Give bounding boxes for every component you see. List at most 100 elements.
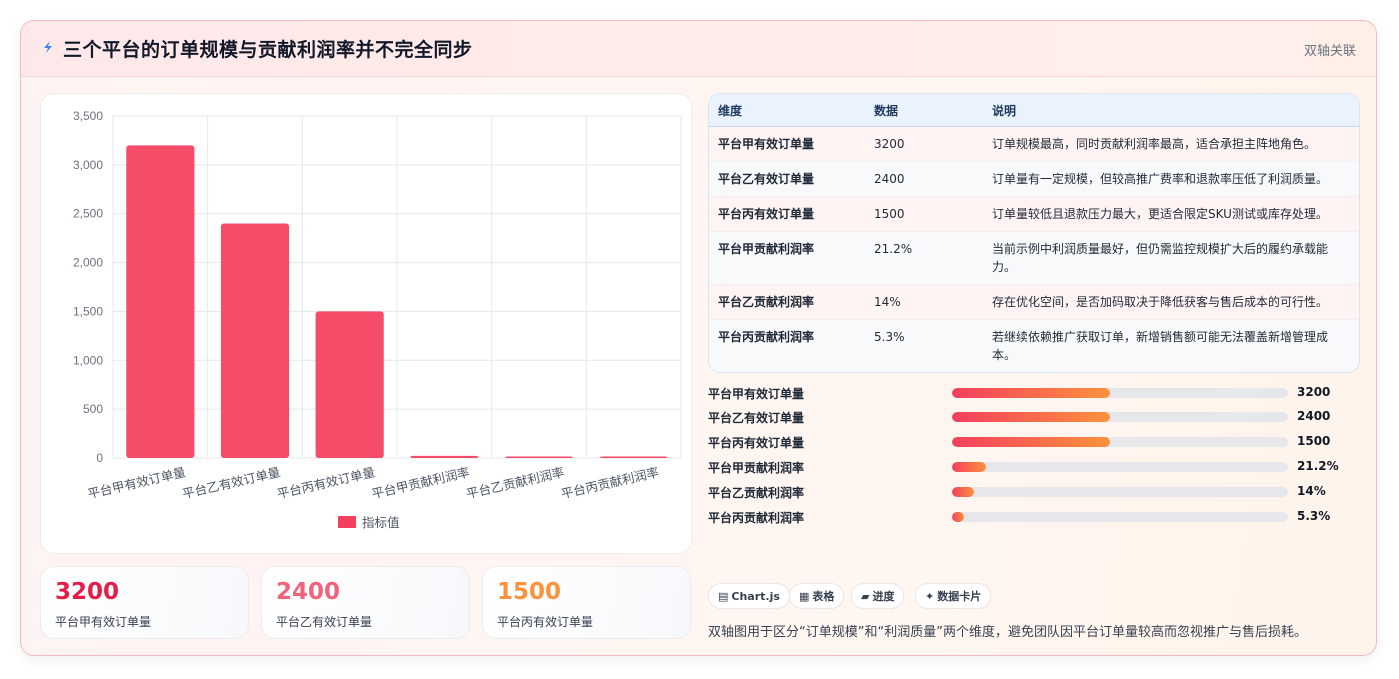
bar — [126, 145, 195, 459]
x-tick-label: 平台乙有效订单量 — [181, 464, 282, 501]
bar — [410, 455, 479, 458]
kpi-value: 2400 — [276, 579, 341, 605]
y-tick-label: 2,500 — [73, 207, 103, 221]
chip-table[interactable]: ▦ 表格 — [789, 583, 845, 609]
chip-data-card[interactable]: ✦ 数据卡片 — [915, 583, 992, 609]
bar — [315, 311, 384, 458]
table-cell-dimension: 平台乙有效订单量 — [709, 161, 865, 197]
progress-icon: ▰ — [861, 590, 870, 603]
bar — [599, 456, 668, 458]
chip-label: 表格 — [812, 590, 835, 603]
x-tick-label: 平台丙有效订单量 — [276, 464, 377, 501]
progress-value: 1500 — [1297, 434, 1331, 448]
chip-label: 进度 — [872, 590, 895, 603]
kpi-card-3: 1500 平台丙有效订单量 — [482, 566, 691, 639]
progress-value: 2400 — [1297, 409, 1331, 423]
kpi-label: 平台丙有效订单量 — [497, 615, 594, 629]
progress-track — [952, 512, 1288, 522]
data-table: 维度 数据 说明 平台甲有效订单量 3200 订单规模最高，同时贡献利润率最高，… — [709, 94, 1359, 372]
y-tick-label: 1,500 — [73, 304, 103, 318]
x-tick-label: 平台甲有效订单量 — [86, 464, 187, 501]
chart-icon: ▤ — [718, 590, 729, 603]
kpi-card-1: 3200 平台甲有效订单量 — [40, 566, 249, 639]
data-table-panel: 维度 数据 说明 平台甲有效订单量 3200 订单规模最高，同时贡献利润率最高，… — [708, 93, 1360, 373]
chip-progress[interactable]: ▰ 进度 — [851, 583, 905, 609]
dashboard-card: 三个平台的订单规模与贡献利润率并不完全同步 双轴关联 0 500 1,000 1,50… — [20, 20, 1377, 656]
bar — [220, 223, 290, 458]
bar — [504, 456, 574, 458]
table-cell-value: 14% — [865, 284, 983, 320]
progress-fill — [952, 487, 974, 497]
y-tick-label: 2,000 — [73, 256, 103, 270]
progress-label: 平台乙有效订单量 — [708, 411, 805, 425]
table-header-value: 数据 — [865, 94, 983, 127]
chip-chartjs[interactable]: ▤ Chart.js — [708, 583, 790, 609]
table-cell-note: 当前示例中利润质量最好，但仍需监控规模扩大后的履约承载能力。 — [983, 231, 1359, 285]
y-tick-label: 1,000 — [73, 353, 103, 367]
kpi-card-2: 2400 平台乙有效订单量 — [261, 566, 470, 639]
table-cell-note: 若继续依赖推广获取订单，新增销售额可能无法覆盖新增管理成本。 — [983, 319, 1359, 372]
x-tick-label: 平台丙贡献利润率 — [560, 464, 661, 501]
y-tick-label: 0 — [96, 451, 103, 465]
card-header: 三个平台的订单规模与贡献利润率并不完全同步 双轴关联 — [21, 21, 1376, 77]
progress-fill — [952, 512, 964, 522]
table-cell-value: 3200 — [865, 126, 983, 162]
progress-track — [952, 437, 1288, 447]
bar-chart-panel: 0 500 1,000 1,500 2,000 2,500 3,000 3,500 平台甲有效订… — [40, 93, 692, 554]
progress-value: 5.3% — [1297, 509, 1331, 523]
table-cell-note: 订单规模最高，同时贡献利润率最高，适合承担主阵地角色。 — [983, 126, 1359, 162]
progress-label: 平台丙贡献利润率 — [708, 511, 805, 525]
sparkle-icon: ✦ — [925, 590, 935, 603]
y-tick-label: 3,000 — [73, 158, 103, 172]
table-cell-value: 2400 — [865, 161, 983, 197]
kpi-value: 1500 — [497, 579, 562, 605]
progress-row: 平台丙贡献利润率 5.3% — [708, 508, 1360, 528]
footer-note: 双轴图用于区分“订单规模”和“利润质量”两个维度，避免团队因平台订单量较高而忽视… — [708, 625, 1307, 640]
legend-swatch — [338, 516, 356, 528]
table-cell-dimension: 平台丙贡献利润率 — [709, 319, 865, 372]
chart-mode-tag: 双轴关联 — [1303, 44, 1356, 59]
table-header-dimension: 维度 — [709, 94, 865, 127]
progress-list: 平台甲有效订单量 3200 平台乙有效订单量 2400 平台丙有效订单量 150… — [708, 384, 1360, 544]
progress-fill — [952, 412, 1110, 422]
legend-label: 指标值 — [362, 515, 400, 530]
progress-value: 21.2% — [1297, 459, 1339, 473]
x-tick-label: 平台甲贡献利润率 — [370, 464, 471, 501]
lightning-icon — [44, 41, 52, 53]
progress-label: 平台丙有效订单量 — [708, 436, 805, 450]
progress-label: 平台甲贡献利润率 — [708, 461, 805, 475]
table-cell-dimension: 平台乙贡献利润率 — [709, 284, 865, 320]
chip-label: Chart.js — [731, 590, 780, 603]
progress-fill — [952, 437, 1110, 447]
table-icon: ▦ — [799, 590, 810, 603]
progress-row: 平台甲贡献利润率 21.2% — [708, 458, 1360, 478]
progress-row: 平台乙贡献利润率 14% — [708, 483, 1360, 503]
table-row: 平台乙贡献利润率 14% 存在优化空间，是否加码取决于降低获客与售后成本的可行性… — [709, 284, 1359, 320]
table-cell-note: 订单量较低且退款压力最大，更适合限定SKU测试或库存处理。 — [983, 196, 1359, 232]
table-cell-dimension: 平台甲有效订单量 — [709, 126, 865, 162]
y-tick-label: 3,500 — [73, 109, 103, 123]
progress-row: 平台乙有效订单量 2400 — [708, 408, 1360, 428]
progress-fill — [952, 388, 1110, 398]
table-row: 平台丙贡献利润率 5.3% 若继续依赖推广获取订单，新增销售额可能无法覆盖新增管… — [709, 319, 1359, 372]
progress-row: 平台甲有效订单量 3200 — [708, 384, 1360, 404]
table-row: 平台乙有效订单量 2400 订单量有一定规模，但较高推广费率和退款率压低了利润质… — [709, 161, 1359, 197]
kpi-label: 平台甲有效订单量 — [55, 615, 152, 629]
table-cell-value: 5.3% — [865, 319, 983, 372]
table-cell-note: 订单量有一定规模，但较高推广费率和退款率压低了利润质量。 — [983, 161, 1359, 197]
page-title: 三个平台的订单规模与贡献利润率并不完全同步 — [63, 39, 473, 61]
table-cell-value: 1500 — [865, 196, 983, 232]
table-cell-value: 21.2% — [865, 231, 983, 285]
chip-label: 数据卡片 — [937, 590, 982, 603]
progress-value: 3200 — [1297, 385, 1331, 399]
table-cell-dimension: 平台丙有效订单量 — [709, 196, 865, 232]
progress-label: 平台乙贡献利润率 — [708, 486, 805, 500]
progress-fill — [952, 462, 986, 472]
progress-track — [952, 462, 1288, 472]
progress-track — [952, 487, 1288, 497]
table-cell-note: 存在优化空间，是否加码取决于降低获客与售后成本的可行性。 — [983, 284, 1359, 320]
table-row: 平台丙有效订单量 1500 订单量较低且退款压力最大，更适合限定SKU测试或库存… — [709, 196, 1359, 232]
kpi-label: 平台乙有效订单量 — [276, 615, 373, 629]
progress-value: 14% — [1297, 484, 1326, 498]
progress-label: 平台甲有效订单量 — [708, 387, 805, 401]
